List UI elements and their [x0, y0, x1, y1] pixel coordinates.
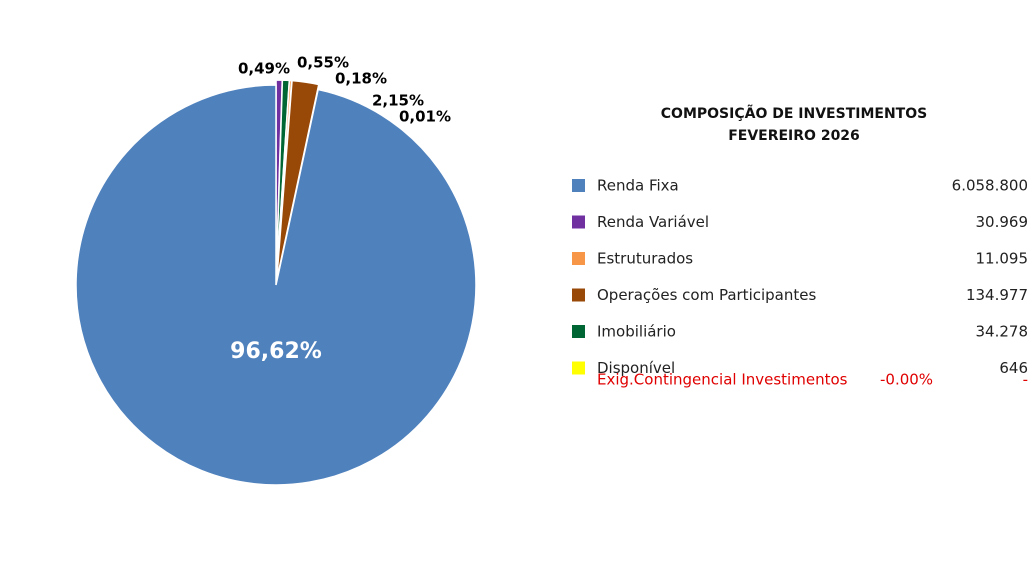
- slice-label: 0,49%: [238, 60, 290, 78]
- slice-label: 2,15%: [372, 92, 424, 110]
- legend-name: Renda Variável: [597, 213, 709, 231]
- legend-swatch: [572, 325, 585, 338]
- slice-label: 0,55%: [297, 54, 349, 72]
- legend-name: Operações com Participantes: [597, 286, 816, 304]
- legend-swatch: [572, 252, 585, 265]
- legend-swatch: [572, 361, 585, 375]
- legend-name: Imobiliário: [597, 323, 676, 341]
- slice-label: 96,62%: [230, 339, 322, 364]
- slice-label: 0,18%: [335, 70, 387, 88]
- legend-amount: 134.977: [966, 286, 1028, 304]
- legend-subtitle: FEVEREIRO 2026: [728, 128, 860, 144]
- legend-amount: 6.058.800: [952, 177, 1028, 195]
- note-name: Exig.Contingencial Investimentos: [597, 371, 848, 389]
- legend-amount: 34.278: [976, 323, 1029, 341]
- legend-name: Disponível: [597, 359, 675, 377]
- legend-amount: 646: [999, 359, 1028, 377]
- legend-name: Renda Fixa: [597, 177, 679, 195]
- slice-label: 0,01%: [399, 108, 451, 126]
- legend-name: Estruturados: [597, 250, 693, 268]
- pie-slice: [75, 84, 477, 486]
- note-percent: -0.00%: [880, 371, 933, 389]
- legend-swatch: [572, 179, 585, 192]
- legend-swatch: [572, 288, 585, 302]
- legend-amount: 11.095: [976, 250, 1029, 268]
- legend-amount: 30.969: [976, 213, 1029, 231]
- note-amount: -: [1023, 371, 1028, 389]
- legend-title: COMPOSIÇÃO DE INVESTIMENTOS: [661, 105, 927, 122]
- legend-swatch: [572, 215, 585, 229]
